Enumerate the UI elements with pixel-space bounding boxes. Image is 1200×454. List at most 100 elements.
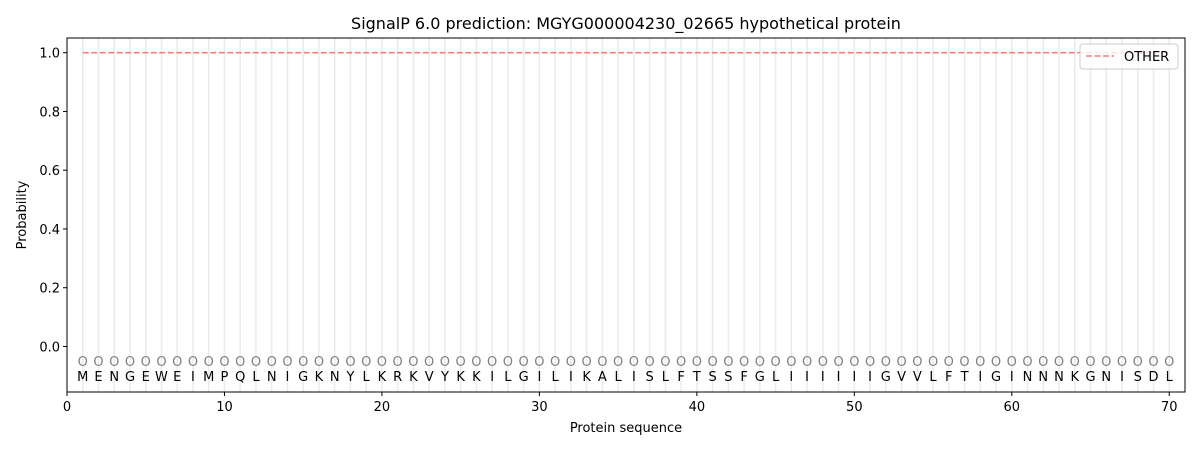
region-label: O — [582, 355, 592, 370]
region-label: O — [408, 355, 418, 370]
region-label: O — [1054, 355, 1064, 370]
residue-label: S — [724, 370, 732, 385]
y-tick-label: 1.0 — [39, 47, 60, 62]
region-label: O — [1070, 355, 1080, 370]
region-label: O — [204, 355, 214, 370]
residue-label: P — [221, 370, 229, 385]
residue-label: L — [552, 370, 560, 385]
region-label: O — [944, 355, 954, 370]
residue-label: T — [960, 370, 969, 385]
residue-label: I — [569, 370, 573, 385]
y-tick-label: 0.6 — [39, 164, 60, 179]
region-label: O — [928, 355, 938, 370]
region-label: O — [739, 355, 749, 370]
region-label: O — [424, 355, 434, 370]
region-label: O — [330, 355, 340, 370]
residue-label: F — [945, 370, 952, 385]
region-label: O — [676, 355, 686, 370]
axes-frame — [66, 37, 1186, 393]
legend: OTHER — [1079, 43, 1179, 70]
region-label: O — [645, 355, 655, 370]
region-label: O — [818, 355, 828, 370]
y-tick-label: 0.8 — [39, 105, 60, 120]
y-tick-label: 0.2 — [39, 282, 60, 297]
y-tick-label: 0.0 — [39, 340, 60, 355]
region-label: O — [660, 355, 670, 370]
region-label: O — [959, 355, 969, 370]
residue-label: K — [409, 370, 418, 385]
residue-label: I — [537, 370, 541, 385]
residue-label: N — [1054, 370, 1064, 385]
legend-box — [1079, 43, 1179, 70]
residue-label: N — [267, 370, 277, 385]
x-tick-label: 10 — [216, 400, 233, 415]
residue-label: L — [504, 370, 512, 385]
x-tick-label: 70 — [1161, 400, 1178, 415]
residue-label: I — [978, 370, 982, 385]
region-label: O — [471, 355, 481, 370]
region-label: O — [566, 355, 576, 370]
region-label: O — [267, 355, 277, 370]
residue-label: T — [692, 370, 701, 385]
residue-label: L — [929, 370, 937, 385]
chart-title: SignalP 6.0 prediction: MGYG000004230_02… — [351, 14, 901, 34]
region-label: O — [991, 355, 1001, 370]
residue-label: L — [363, 370, 371, 385]
residue-label: L — [662, 370, 670, 385]
residue-label: M — [203, 370, 214, 385]
residue-label: S — [645, 370, 653, 385]
residue-label: I — [1120, 370, 1124, 385]
residue-label: V — [913, 370, 922, 385]
region-label: O — [188, 355, 198, 370]
residue-label: S — [708, 370, 716, 385]
residue-label: N — [1101, 370, 1111, 385]
residue-label: E — [142, 370, 150, 385]
residue-label: I — [191, 370, 195, 385]
residue-label: R — [393, 370, 402, 385]
region-label: O — [440, 355, 450, 370]
residue-label: I — [837, 370, 841, 385]
residue-label: K — [472, 370, 481, 385]
region-label: O — [235, 355, 245, 370]
region-label: O — [1117, 355, 1127, 370]
region-label: O — [597, 355, 607, 370]
residue-label: S — [1134, 370, 1142, 385]
region-label: O — [692, 355, 702, 370]
residue-label: I — [490, 370, 494, 385]
region-label: O — [156, 355, 166, 370]
marks: OMOEONOGOEOWOEOIOMOPOQOLONOIOGOKONOYOLOK… — [77, 51, 1174, 385]
residue-label: I — [632, 370, 636, 385]
region-label: O — [172, 355, 182, 370]
residue-label: D — [1148, 370, 1158, 385]
residue-label: I — [868, 370, 872, 385]
region-label: O — [802, 355, 812, 370]
residue-label: G — [755, 370, 765, 385]
region-label: O — [1085, 355, 1095, 370]
region-label: O — [550, 355, 560, 370]
residue-label: L — [1166, 370, 1174, 385]
residue-label: I — [852, 370, 856, 385]
residue-label: E — [173, 370, 181, 385]
region-label: O — [298, 355, 308, 370]
region-label: O — [896, 355, 906, 370]
residue-label: I — [821, 370, 825, 385]
x-tick-label: 30 — [531, 400, 548, 415]
residue-label: G — [881, 370, 891, 385]
region-label: O — [1038, 355, 1048, 370]
region-label: O — [629, 355, 639, 370]
residue-label: K — [456, 370, 465, 385]
x-axis-label: Protein sequence — [570, 421, 682, 436]
residue-label: G — [991, 370, 1001, 385]
residue-label: I — [789, 370, 793, 385]
region-label: O — [251, 355, 261, 370]
x-tick-label: 50 — [846, 400, 863, 415]
region-label: O — [78, 355, 88, 370]
residue-label: K — [315, 370, 324, 385]
residue-label: E — [94, 370, 102, 385]
region-label: O — [282, 355, 292, 370]
residue-label: M — [77, 370, 88, 385]
region-label: O — [1022, 355, 1032, 370]
region-label: O — [125, 355, 135, 370]
